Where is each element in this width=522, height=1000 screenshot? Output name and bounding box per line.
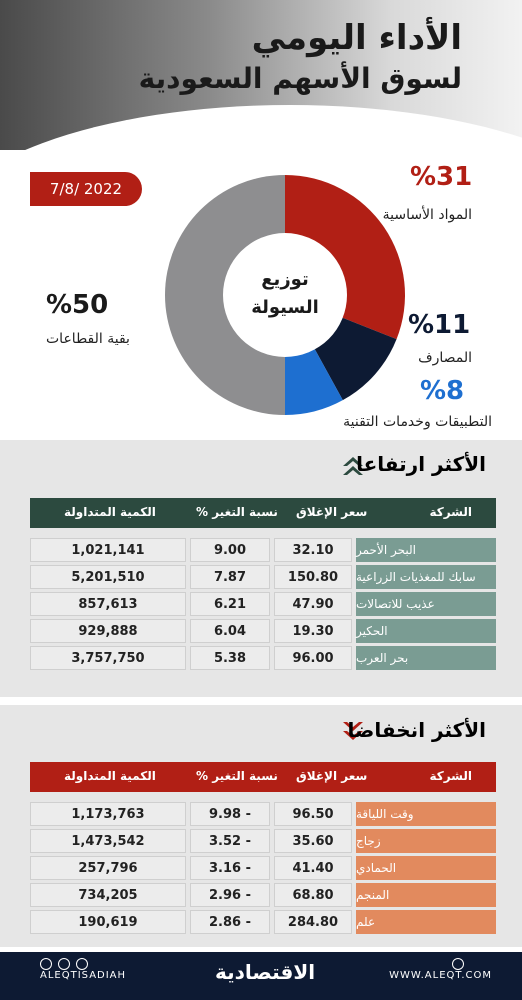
change-cell: 9.00	[190, 538, 270, 562]
company-cell: الحكير	[356, 619, 496, 643]
close-cell: 35.60	[274, 829, 352, 853]
company-cell: زجاج	[356, 829, 496, 853]
table-row: زجاج 35.60 3.52 - 1,473,542	[30, 829, 496, 853]
col-change: نسبة التغير %	[196, 769, 278, 783]
table-row: الحمادي 41.40 3.16 - 257,796	[30, 856, 496, 880]
slice-label-3: التطبيقات وخدمات التقنية	[343, 414, 492, 430]
gainers-title: الأكثر ارتفاعا	[356, 452, 486, 476]
change-cell: 2.96 -	[190, 883, 270, 907]
page-subtitle: لسوق الأسهم السعودية	[138, 62, 462, 95]
slice-label-2: المصارف	[418, 350, 472, 366]
qty-cell: 3,757,750	[30, 646, 186, 670]
qty-cell: 857,613	[30, 592, 186, 616]
close-cell: 32.10	[274, 538, 352, 562]
change-cell: 3.16 -	[190, 856, 270, 880]
col-change: نسبة التغير %	[196, 505, 278, 519]
close-cell: 19.30	[274, 619, 352, 643]
table-row: سابك للمغذيات الزراعية 150.80 7.87 5,201…	[30, 565, 496, 589]
double-chevron-down-icon	[343, 722, 363, 740]
company-cell: وقت اللياقة	[356, 802, 496, 826]
close-cell: 41.40	[274, 856, 352, 880]
company-cell: الحمادي	[356, 856, 496, 880]
facebook-icon[interactable]	[58, 958, 70, 970]
close-cell: 96.50	[274, 802, 352, 826]
globe-icon	[452, 958, 464, 970]
website-link[interactable]: WWW.ALEQT.COM	[389, 970, 492, 981]
change-cell: 2.86 -	[190, 910, 270, 934]
close-cell: 150.80	[274, 565, 352, 589]
liquidity-donut-chart: توزيع السيولة	[165, 175, 405, 415]
instagram-icon[interactable]	[40, 958, 52, 970]
qty-cell: 1,473,542	[30, 829, 186, 853]
change-cell: 6.04	[190, 619, 270, 643]
table-row: وقت اللياقة 96.50 9.98 - 1,173,763	[30, 802, 496, 826]
close-cell: 68.80	[274, 883, 352, 907]
col-company: الشركة	[429, 505, 472, 519]
brand-logo: الاقتصادية	[215, 960, 316, 984]
close-cell: 284.80	[274, 910, 352, 934]
change-cell: 5.38	[190, 646, 270, 670]
losers-title: الأكثر انخفاضا	[347, 718, 486, 742]
company-cell: بحر العرب	[356, 646, 496, 670]
qty-cell: 734,205	[30, 883, 186, 907]
table-row: علم 284.80 2.86 - 190,619	[30, 910, 496, 934]
losers-table-header: الشركة سعر الإغلاق نسبة التغير % الكمية …	[30, 762, 496, 792]
social-handle[interactable]: ALEQTISADIAH	[40, 970, 127, 981]
donut-title-line1: توزيع	[261, 269, 308, 290]
change-cell: 3.52 -	[190, 829, 270, 853]
table-row: عذيب للاتصالات 47.90 6.21 857,613	[30, 592, 496, 616]
qty-cell: 929,888	[30, 619, 186, 643]
gainers-table-header: الشركة سعر الإغلاق نسبة التغير % الكمية …	[30, 498, 496, 528]
date-badge: 7/8/ 2022	[30, 172, 142, 206]
table-row: بحر العرب 96.00 5.38 3,757,750	[30, 646, 496, 670]
close-cell: 47.90	[274, 592, 352, 616]
change-cell: 9.98 -	[190, 802, 270, 826]
slice-label-1: المواد الأساسية	[382, 207, 472, 223]
qty-cell: 1,021,141	[30, 538, 186, 562]
change-cell: 7.87	[190, 565, 270, 589]
table-row: المنجم 68.80 2.96 - 734,205	[30, 883, 496, 907]
company-cell: المنجم	[356, 883, 496, 907]
slice-value-3: %8	[420, 376, 465, 406]
table-row: البحر الأحمر 32.10 9.00 1,021,141	[30, 538, 496, 562]
donut-title-line2: السيولة	[251, 297, 319, 318]
header-banner: الأداء اليومي لسوق الأسهم السعودية	[0, 0, 522, 150]
footer: ALEQTISADIAH الاقتصادية WWW.ALEQT.COM	[0, 952, 522, 1000]
col-qty: الكمية المتداولة	[64, 769, 156, 783]
col-company: الشركة	[429, 769, 472, 783]
qty-cell: 1,173,763	[30, 802, 186, 826]
company-cell: عذيب للاتصالات	[356, 592, 496, 616]
col-close: سعر الإغلاق	[296, 505, 368, 519]
qty-cell: 257,796	[30, 856, 186, 880]
company-cell: سابك للمغذيات الزراعية	[356, 565, 496, 589]
slice-value-2: %11	[408, 310, 471, 340]
slice-value-4: %50	[46, 290, 109, 320]
change-cell: 6.21	[190, 592, 270, 616]
header-curve	[0, 105, 522, 150]
slice-label-4: بقية القطاعات	[46, 331, 130, 347]
company-cell: علم	[356, 910, 496, 934]
col-close: سعر الإغلاق	[296, 769, 368, 783]
page-title: الأداء اليومي	[251, 18, 462, 58]
slice-value-1: %31	[410, 162, 473, 192]
twitter-icon[interactable]	[76, 958, 88, 970]
qty-cell: 5,201,510	[30, 565, 186, 589]
donut-hole	[223, 233, 347, 357]
double-chevron-up-icon	[343, 457, 363, 475]
close-cell: 96.00	[274, 646, 352, 670]
col-qty: الكمية المتداولة	[64, 505, 156, 519]
qty-cell: 190,619	[30, 910, 186, 934]
company-cell: البحر الأحمر	[356, 538, 496, 562]
table-row: الحكير 19.30 6.04 929,888	[30, 619, 496, 643]
